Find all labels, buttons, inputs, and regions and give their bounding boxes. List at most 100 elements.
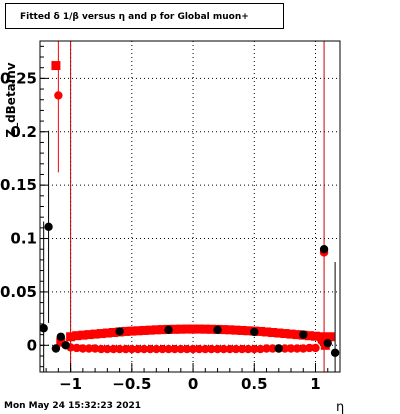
data-point-square [219,325,229,335]
data-point-circle [133,344,143,354]
data-point-square [274,328,284,338]
plot-frame [39,40,341,373]
data-point-circle [127,344,137,354]
data-point-circle [164,325,173,335]
x-axis-title: η [336,400,344,414]
data-point-circle [109,344,118,354]
tick-labels-layer: −1 −0.5 0 0.5 1 0 0.05 0.1 0.15 0.2 0.25 [0,69,321,393]
data-point-square [206,324,216,334]
data-point-circle [305,343,314,353]
y-axis-title: Z_dBetaInv [4,62,19,137]
y-tick-label: 0 [27,336,37,354]
y-tick-label: 0.2 [10,123,37,141]
data-point-circle [250,327,259,337]
data-point-circle [152,344,161,354]
data-point-square [72,331,82,341]
vertical-lines-layer [70,41,325,372]
data-point-circle [311,343,320,353]
data-point-circle [319,245,329,254]
data-point-square [90,329,100,339]
data-point-square [317,332,327,342]
data-point-circle [213,325,222,335]
data-point-circle [139,344,149,354]
data-point-circle [323,338,332,348]
data-point-circle [121,344,130,354]
data-point-square [127,326,137,336]
data-point-square [280,329,290,339]
data-point-square [151,325,161,335]
data-point-circle [51,344,61,353]
data-point-circle [54,91,63,100]
data-point-square [188,324,198,334]
data-point-square [262,327,272,337]
y-tick-label: 0.05 [0,283,37,301]
data-point-circle [207,344,216,354]
data-point-circle [213,344,222,354]
data-point-circle [170,344,179,354]
data-point-circle [56,332,66,341]
data-point-circle [158,344,167,354]
data-point-circle [274,344,283,353]
data-point-square [108,327,118,337]
data-point-square [286,329,296,339]
data-point-circle [194,344,204,354]
data-point-circle [292,344,302,353]
data-point-circle [299,344,308,353]
data-point-square [51,61,61,71]
data-point-square [133,326,143,336]
grid-layer [40,41,340,372]
timestamp: Mon May 24 15:32:23 2021 [4,401,142,411]
data-point-circle [219,344,228,354]
data-point-square [243,326,253,336]
data-point-circle [286,344,296,353]
data-point-square [225,325,235,335]
data-point-circle [182,344,192,354]
data-point-square [145,325,155,335]
data-point-square [255,326,265,336]
data-point-square [139,325,149,335]
ticks-layer [40,45,341,372]
data-point-circle [225,344,234,354]
data-point-circle [78,344,88,353]
data-point-circle [164,344,173,354]
data-point-circle [256,344,265,354]
data-point-square [170,324,180,334]
data-point-circle [237,344,247,354]
data-point-square [231,325,241,335]
data-point-circle [268,344,277,353]
data-point-square [200,324,210,334]
data-point-square [78,330,88,340]
x-tick-label: 0.5 [241,375,268,393]
data-point-square [96,329,106,339]
data-point-circle [115,327,124,336]
marks-layer [39,41,340,372]
data-point-circle [103,344,112,354]
data-point-circle [176,344,186,354]
x-tick-label: −1 [59,375,82,393]
data-point-circle [262,344,271,353]
data-point-square [182,324,192,334]
data-point-square [311,331,321,341]
data-point-circle [330,348,340,357]
data-point-circle [61,341,70,350]
data-point-circle [39,324,48,333]
data-point-circle [250,344,259,354]
data-point-circle [97,344,106,354]
data-point-circle [44,222,53,231]
data-point-circle [115,344,124,354]
data-point-square [56,337,66,347]
data-point-square [176,324,186,334]
chart-title: Fitted δ 1/β versus η and p for Global m… [5,3,284,29]
data-point-circle [243,344,253,354]
data-point-square [66,332,76,342]
data-point-square [102,328,112,338]
x-tick-label: 1 [310,375,320,393]
x-tick-label: −0.5 [112,375,151,393]
data-point-square [292,330,302,340]
data-point-circle [231,344,241,354]
data-point-circle [299,330,308,339]
data-point-square [237,325,247,335]
y-tick-label: 0.15 [0,176,37,194]
data-point-square [194,324,204,334]
x-tick-label: 0 [188,375,198,393]
